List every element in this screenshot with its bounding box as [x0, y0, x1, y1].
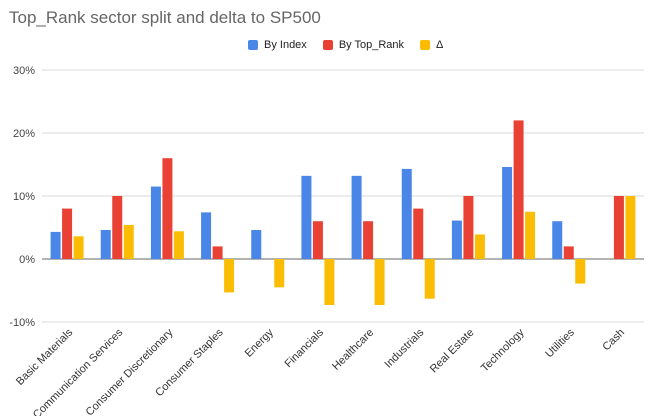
bar-by-top-rank: [613, 196, 624, 259]
y-tick-label: 30%: [13, 65, 35, 77]
bar-by-top-rank: [162, 158, 173, 259]
bar-by-top-rank: [463, 196, 474, 259]
bar-by-top-rank: [563, 246, 574, 259]
bar-by-top-rank: [413, 208, 424, 259]
x-category-label: Utilities: [543, 326, 577, 360]
bar-by-index: [552, 221, 563, 259]
legend-item-by-top-rank: By Top_Rank: [322, 39, 405, 51]
y-tick-label: -10%: [9, 317, 35, 329]
bar--: [224, 259, 235, 293]
bar--: [474, 234, 485, 259]
bar--: [374, 259, 385, 305]
bar-by-top-rank: [112, 196, 123, 259]
bar--: [324, 259, 335, 305]
bar-by-top-rank: [513, 120, 524, 260]
legend-swatch-by-index: [248, 40, 258, 50]
bar--: [123, 224, 134, 259]
bar-by-index: [100, 230, 111, 259]
bar-by-index: [451, 220, 462, 259]
bar-by-top-rank: [212, 246, 223, 259]
bar-by-index: [502, 167, 513, 259]
bar--: [73, 236, 84, 259]
bar-by-index: [201, 212, 212, 259]
bar-by-index: [301, 175, 312, 259]
legend-label-delta: Δ: [436, 39, 444, 51]
legend-item-delta: Δ: [420, 39, 443, 51]
legend-swatch-delta: [420, 40, 431, 50]
bar-by-index: [150, 186, 161, 259]
y-tick-label: 0%: [19, 254, 35, 266]
bar-by-index: [50, 231, 61, 259]
bar--: [575, 259, 586, 284]
bar--: [274, 259, 285, 288]
bar-by-index: [351, 175, 362, 259]
chart-title: Top_Rank sector split and delta to SP500: [9, 8, 321, 27]
bar-by-top-rank: [312, 221, 323, 259]
x-category-label: Healthcare: [330, 327, 376, 373]
legend-item-by-index: By Index: [248, 39, 307, 51]
legend-label-by-index: By Index: [264, 39, 307, 51]
bar--: [424, 259, 435, 299]
y-tick-label: 20%: [13, 128, 35, 140]
x-category-label: Consumer Discretionary: [84, 326, 176, 416]
bar--: [525, 211, 536, 259]
bar-by-top-rank: [62, 208, 73, 259]
x-category-label: Financials: [283, 326, 327, 370]
bar-by-top-rank: [363, 221, 374, 259]
bar-by-index: [401, 168, 412, 259]
x-category-label: Industrials: [382, 326, 426, 370]
x-category-label: Energy: [243, 326, 276, 359]
x-category-label: Real Estate: [428, 327, 477, 376]
bar--: [173, 231, 184, 259]
x-category-label: Communication Services: [31, 326, 126, 416]
bar--: [625, 196, 636, 259]
y-tick-label: 10%: [13, 191, 35, 203]
x-category-label: Cash: [600, 327, 627, 354]
bar-by-index: [251, 230, 262, 259]
legend-label-by-top-rank: By Top_Rank: [338, 39, 405, 51]
x-category-label: Technology: [479, 326, 527, 374]
chart-legend: By Index By Top_Rank Δ: [248, 39, 443, 51]
legend-swatch-by-top-rank: [322, 40, 333, 50]
